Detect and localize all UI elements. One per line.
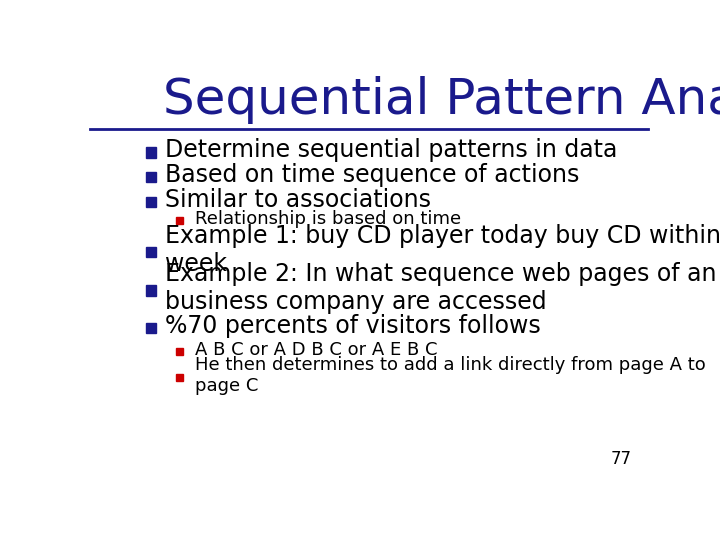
Bar (176, 348, 183, 355)
Bar (176, 374, 183, 381)
Text: Based on time sequence of actions: Based on time sequence of actions (166, 163, 580, 187)
Bar (176, 218, 183, 225)
Text: %70 percents of visitors follows: %70 percents of visitors follows (166, 314, 541, 338)
Text: Example 2: In what sequence web pages of an e-
business company are accessed: Example 2: In what sequence web pages of… (166, 262, 720, 314)
Bar (145, 172, 156, 183)
Bar (145, 246, 156, 258)
Text: Relationship is based on time: Relationship is based on time (195, 211, 461, 228)
Text: Sequential Pattern Analysis: Sequential Pattern Analysis (163, 76, 720, 124)
Bar (145, 285, 156, 295)
Text: A B C or A D B C or A E B C: A B C or A D B C or A E B C (195, 341, 438, 359)
Text: Example 1: buy CD player today buy CD within one
week: Example 1: buy CD player today buy CD wi… (166, 224, 720, 276)
Bar (145, 322, 156, 333)
Text: 77: 77 (611, 450, 631, 468)
Text: Determine sequential patterns in data: Determine sequential patterns in data (166, 138, 618, 162)
Bar (145, 197, 156, 207)
Bar (145, 147, 156, 158)
Text: He then determines to add a link directly from page A to
page C: He then determines to add a link directl… (195, 356, 706, 395)
Text: Similar to associations: Similar to associations (166, 188, 431, 212)
